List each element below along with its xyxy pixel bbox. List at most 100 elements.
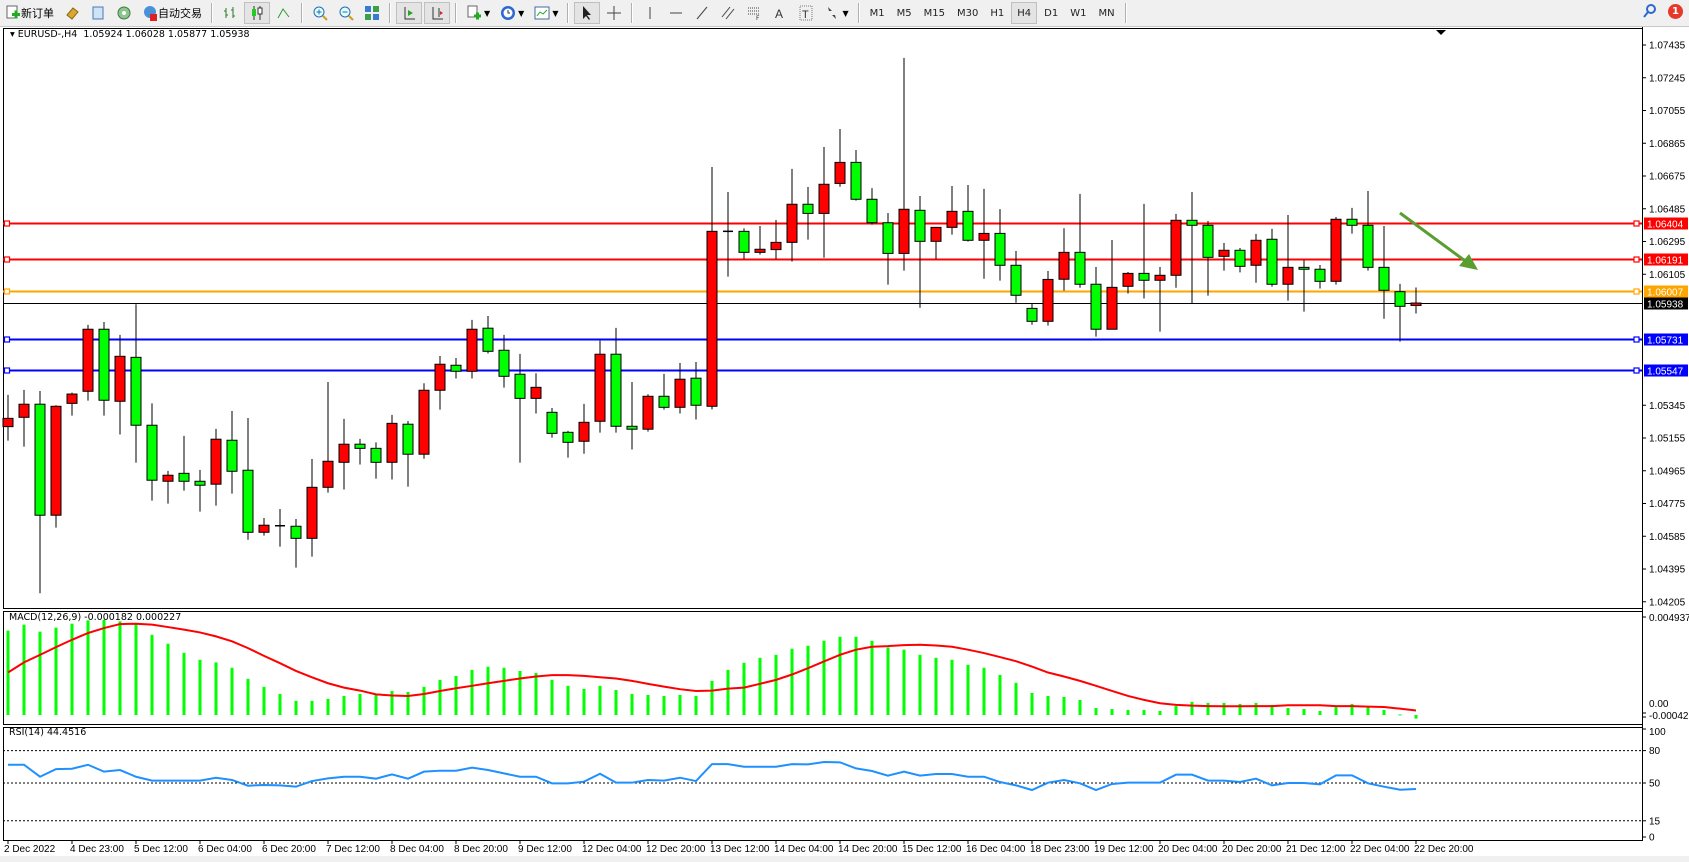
- candle-body: [1010, 264, 1022, 296]
- macd-histogram-bar: [246, 678, 250, 715]
- macd-histogram-bar: [1270, 704, 1274, 715]
- candle-body: [258, 524, 270, 533]
- vertical-line-button[interactable]: [638, 2, 662, 24]
- candle-body: [1026, 307, 1038, 322]
- macd-histogram-bar: [1286, 708, 1290, 715]
- macd-histogram-bar: [998, 674, 1002, 715]
- line-anchor-handle: [1633, 367, 1640, 374]
- macd-histogram-bar: [534, 672, 538, 715]
- autoscroll-button[interactable]: [396, 2, 422, 24]
- macd-histogram-bar: [70, 623, 74, 715]
- search-icon[interactable]: [1642, 3, 1658, 19]
- macd-histogram-bar: [854, 636, 858, 715]
- time-axis-label: 9 Dec 12:00: [518, 844, 572, 855]
- equidistant-channel-button[interactable]: [716, 2, 740, 24]
- time-axis-label: 4 Dec 23:00: [70, 844, 124, 855]
- timeframe-m5[interactable]: M5: [896, 7, 912, 19]
- fibonacci-button[interactable]: F: [742, 2, 766, 24]
- bottom-strip: [0, 856, 1689, 862]
- market-watch-button[interactable]: [60, 2, 84, 24]
- toolbar-separator: [389, 3, 391, 23]
- candle-body: [1314, 268, 1326, 282]
- candle-body: [1346, 218, 1358, 226]
- macd-histogram-bar: [262, 686, 266, 715]
- trend-arrow-head-icon: [1459, 254, 1478, 270]
- macd-histogram-bar: [1318, 711, 1322, 715]
- macd-histogram-bar: [662, 695, 666, 715]
- crosshair-button[interactable]: [602, 2, 626, 24]
- candle-body: [514, 373, 526, 399]
- text-label-icon: T: [798, 5, 814, 21]
- new-order-button[interactable]: 新订单: [1, 2, 58, 24]
- macd-histogram-bar: [1206, 702, 1210, 715]
- data-window-button[interactable]: [86, 2, 110, 24]
- bar-chart-button[interactable]: [218, 2, 242, 24]
- macd-histogram-bar: [454, 675, 458, 715]
- cursor-button[interactable]: [574, 2, 601, 24]
- macd-histogram-bar: [838, 636, 842, 715]
- timeframe-m15[interactable]: M15: [923, 7, 945, 19]
- timeframe-m1[interactable]: M1: [869, 7, 885, 19]
- macd-histogram-bar: [118, 621, 122, 715]
- macd-histogram-bar: [774, 654, 778, 715]
- notification-badge[interactable]: 1: [1668, 3, 1683, 19]
- price-line-label-bg: [1644, 285, 1688, 298]
- macd-histogram-bar: [1190, 701, 1194, 715]
- macd-histogram-bar: [22, 624, 26, 715]
- bar-chart-icon: [222, 5, 238, 21]
- candle-body: [226, 439, 238, 472]
- macd-histogram-bar: [86, 620, 90, 715]
- candle-body: [946, 210, 958, 228]
- macd-histogram-bar: [1110, 709, 1114, 715]
- macd-histogram-bar: [678, 694, 682, 715]
- macd-histogram-bar: [902, 649, 906, 715]
- arrows-icon: [824, 5, 840, 21]
- macd-histogram-bar: [822, 640, 826, 715]
- timeframe-mn[interactable]: MN: [1098, 7, 1115, 19]
- timeframe-h1[interactable]: H1: [990, 7, 1005, 19]
- trendline-button[interactable]: [690, 2, 714, 24]
- line-chart-button[interactable]: [272, 2, 296, 24]
- text-label-button[interactable]: T: [794, 2, 818, 24]
- collapse-triangle-icon[interactable]: ▾: [10, 29, 18, 40]
- timeframe-m30[interactable]: M30: [956, 7, 979, 19]
- macd-histogram: [6, 619, 1418, 719]
- timeframe-w1[interactable]: W1: [1070, 7, 1087, 19]
- macd-histogram-bar: [390, 690, 394, 715]
- tile-windows-button[interactable]: [360, 2, 384, 24]
- periods-button[interactable]: ▼: [496, 2, 528, 24]
- templates-button[interactable]: ▼: [530, 2, 562, 24]
- macd-histogram-bar: [182, 652, 186, 715]
- price-tick-label: 1.07245: [1649, 73, 1686, 84]
- candle-body: [978, 232, 990, 241]
- toolbar-separator: [301, 3, 303, 23]
- candle-body: [34, 403, 46, 516]
- symbol-ohlc-text: EURUSD-,H4 1.05924 1.06028 1.05877 1.059…: [17, 29, 250, 40]
- navigator-button[interactable]: [112, 2, 136, 24]
- macd-histogram-bar: [870, 640, 874, 715]
- rsi-axis-label: 0: [1649, 833, 1655, 844]
- chart-window[interactable]: 1.07435 1.07245 1.07055 1.06865 1.06675 1.064…: [0, 27, 1689, 862]
- macd-histogram-bar: [886, 647, 890, 715]
- timeframe-d1[interactable]: D1: [1044, 7, 1059, 19]
- chevron-down-icon: ▼: [518, 8, 525, 18]
- price-tick-label: 1.05155: [1649, 434, 1686, 445]
- cursor-icon: [579, 5, 595, 21]
- arrows-button[interactable]: ▼: [820, 2, 852, 24]
- candle-body: [114, 355, 126, 402]
- candle-body: [594, 353, 606, 422]
- candle-body: [386, 422, 398, 463]
- timeframe-h4[interactable]: H4: [1011, 2, 1038, 24]
- text-button[interactable]: A: [768, 2, 792, 24]
- indicators-button[interactable]: ▼: [462, 2, 494, 24]
- chart-shift-icon: [429, 5, 445, 21]
- horizontal-line-button[interactable]: [664, 2, 688, 24]
- chevron-down-icon: ▼: [484, 8, 491, 18]
- candlestick-icon: [249, 5, 265, 21]
- zoom-in-button[interactable]: [308, 2, 332, 24]
- time-axis-label: 19 Dec 12:00: [1094, 844, 1154, 855]
- zoom-out-button[interactable]: [334, 2, 358, 24]
- candlestick-button[interactable]: [244, 2, 270, 24]
- auto-trading-button[interactable]: 自动交易: [138, 2, 206, 24]
- chart-shift-button[interactable]: [424, 2, 450, 24]
